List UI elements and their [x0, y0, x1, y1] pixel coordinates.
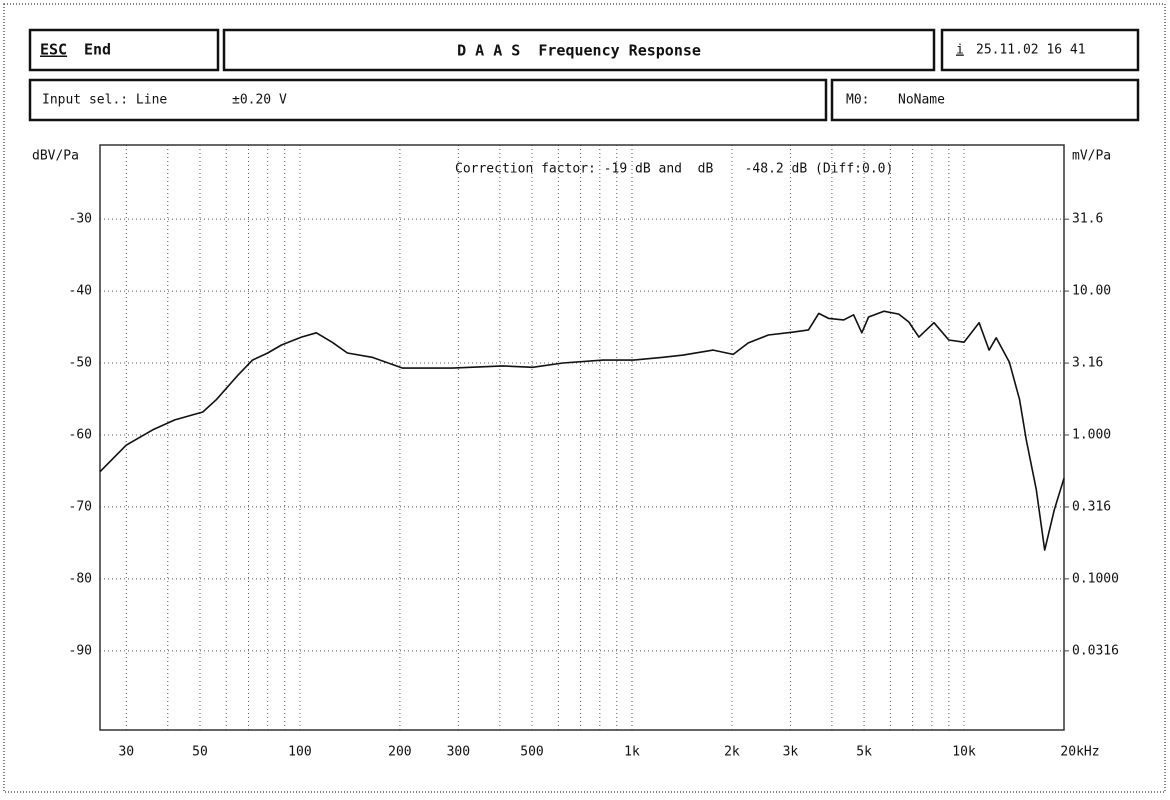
plot-area — [99, 144, 1065, 731]
datetime: 25.11.02 16 41 — [976, 43, 1086, 58]
response-curve — [99, 310, 1065, 551]
x-tick-label: 300 — [447, 745, 470, 760]
y-tick-label: -80 — [69, 571, 92, 586]
y-tick-label: -70 — [69, 499, 92, 514]
input-label: Input sel.: Line — [42, 93, 167, 108]
esc-box[interactable] — [28, 28, 220, 72]
y2-axis-label: mV/Pa — [1072, 149, 1111, 164]
y2-tick-label: 0.0316 — [1072, 643, 1119, 658]
memory-box[interactable] — [830, 78, 1140, 122]
x-tick-label: 5k — [856, 745, 872, 760]
y-tick-label: -30 — [69, 212, 92, 227]
y2-tick-label: 1.000 — [1072, 427, 1111, 442]
x-tick-label: 10k — [952, 745, 976, 760]
y-axis-label: dBV/Pa — [32, 149, 79, 164]
y-tick-label: -50 — [69, 356, 92, 371]
x-tick-label: 2k — [724, 745, 740, 760]
x-tick-label: 30 — [118, 745, 134, 760]
x-tick-label: 100 — [288, 745, 311, 760]
y2-tick-label: 3.16 — [1072, 356, 1103, 371]
title-box — [222, 28, 936, 72]
x-tick-label: 200 — [388, 745, 411, 760]
x-tick-label: 20kHz — [1060, 745, 1099, 760]
esc-key[interactable]: ESC — [40, 41, 67, 59]
window-frame — [3, 3, 1166, 793]
x-tick-label: 50 — [192, 745, 208, 760]
input-box[interactable] — [28, 78, 828, 122]
esc-label[interactable]: End — [84, 41, 111, 59]
y2-tick-label: 31.6 — [1072, 212, 1103, 227]
y-tick-label: -40 — [69, 284, 92, 299]
y-tick-label: -90 — [69, 643, 92, 658]
info-box[interactable] — [940, 28, 1140, 72]
info-key[interactable]: i — [956, 43, 964, 58]
y2-tick-label: 10.00 — [1072, 284, 1111, 299]
x-tick-label: 500 — [520, 745, 543, 760]
x-tick-label: 3k — [783, 745, 799, 760]
y2-tick-label: 0.1000 — [1072, 571, 1119, 586]
memory-key[interactable]: M0: — [846, 93, 869, 108]
y-tick-label: -60 — [69, 427, 92, 442]
input-range: ±0.20 V — [232, 93, 287, 108]
memory-name: NoName — [898, 93, 945, 108]
chart: dBV/Pa mV/Pa Correction factor: -19 dB a… — [32, 144, 1119, 760]
title: D A A S Frequency Response — [457, 42, 701, 60]
x-tick-label: 1k — [624, 745, 640, 760]
annotation: Correction factor: -19 dB and dB -48.2 d… — [455, 162, 893, 177]
y2-tick-label: 0.316 — [1072, 499, 1111, 514]
